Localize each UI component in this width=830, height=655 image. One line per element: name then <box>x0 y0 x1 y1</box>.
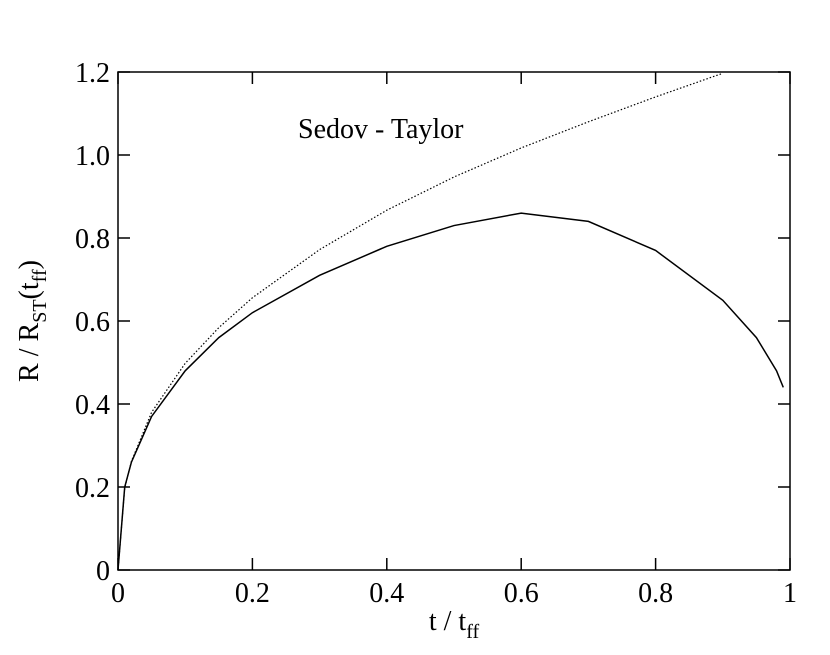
y-label-part: R / R <box>14 322 45 381</box>
y-label-sub: ST <box>29 299 51 322</box>
line-series <box>117 72 723 571</box>
plot-frame <box>117 71 791 571</box>
y-label-part: ) <box>14 260 45 269</box>
y-tick-label: 1.2 <box>75 58 110 89</box>
x-tick-label: 0 <box>111 578 125 609</box>
x-label-sub: ff <box>466 621 479 643</box>
line-series <box>117 212 784 571</box>
y-axis-label: R / RST(tff) <box>14 260 51 382</box>
y-label-part: (t <box>14 282 45 299</box>
x-tick-label: 0.4 <box>369 578 404 609</box>
y-tick-label: 0.4 <box>75 390 110 421</box>
x-label-part: t / t <box>429 606 467 637</box>
x-axis-label: t / tff <box>429 606 480 643</box>
y-tick-label: 0.6 <box>75 307 110 338</box>
x-tick-label: 0.8 <box>638 578 673 609</box>
y-label-sub: ff <box>29 269 51 282</box>
y-tick-label: 0 <box>96 556 110 587</box>
x-tick-label: 1 <box>783 578 797 609</box>
y-tick-label: 0.2 <box>75 473 110 504</box>
annotation: Sedov - Taylor <box>298 114 464 145</box>
x-tick-label: 0.2 <box>235 578 270 609</box>
y-tick-label: 1.0 <box>75 141 110 172</box>
y-tick-label: 0.8 <box>75 224 110 255</box>
x-tick-label: 0.6 <box>504 578 539 609</box>
